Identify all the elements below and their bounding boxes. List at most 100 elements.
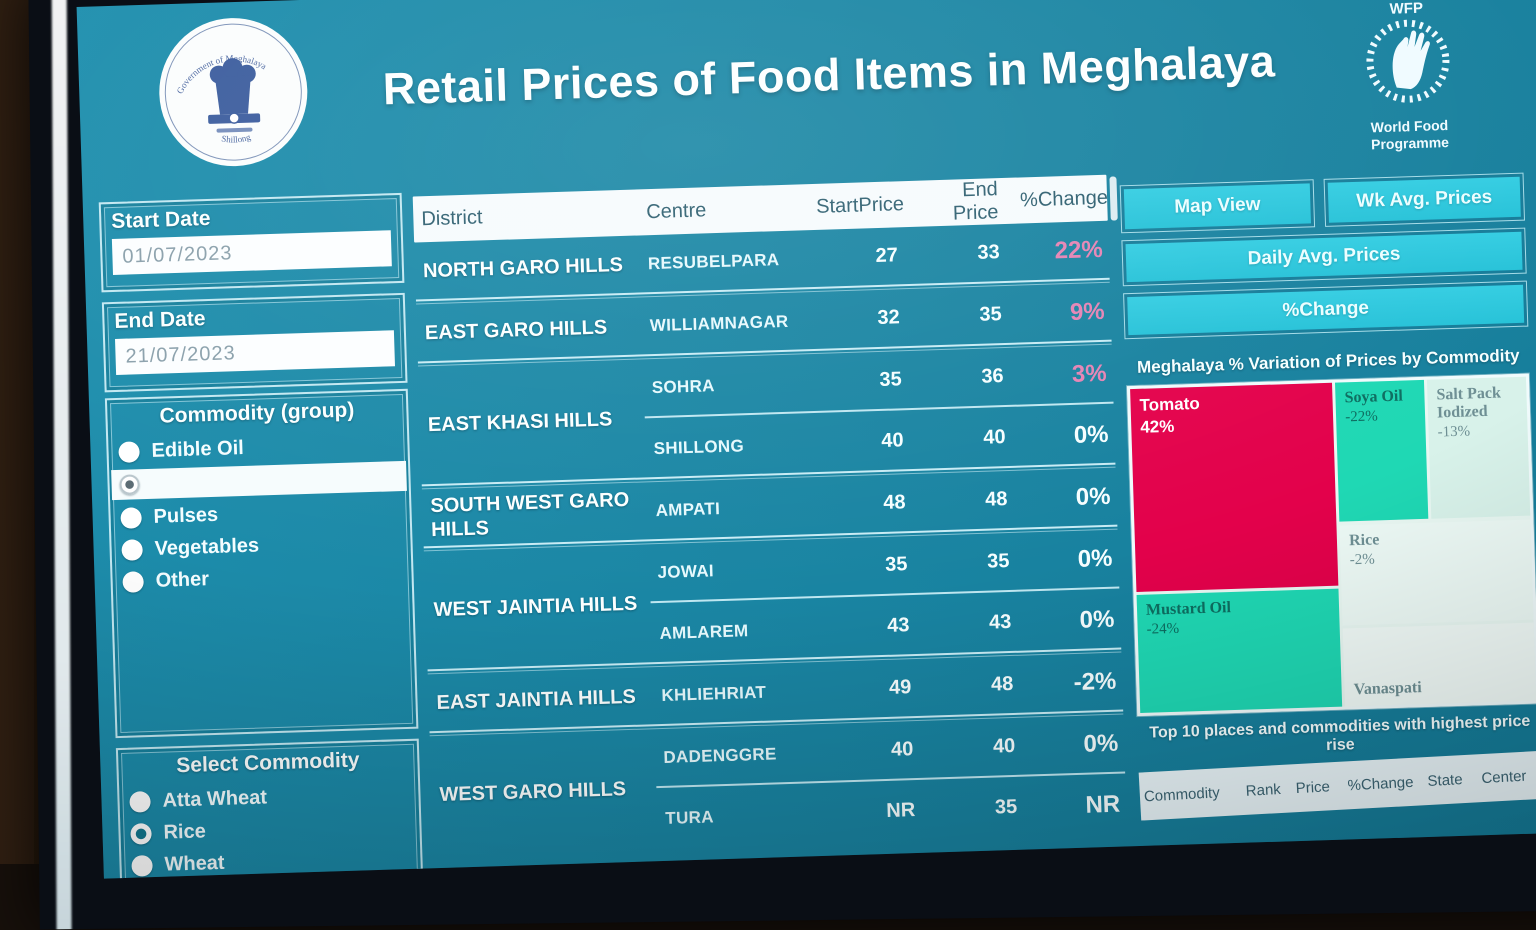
district-cell: SOUTH WEST GARO HILLS — [422, 487, 648, 542]
dashboard-screen: Government of Meghalaya Shillong Retail … — [77, 0, 1536, 879]
option-label: Other — [155, 568, 209, 593]
block-label: Vanaspati — [1354, 679, 1422, 699]
pct-change-button[interactable]: %Change — [1127, 285, 1524, 335]
change-cell: 0% — [1029, 729, 1125, 760]
col-commodity[interactable]: Commodity — [1143, 782, 1246, 804]
commodity-group-label: Commodity (group) — [117, 397, 397, 430]
daily-avg-prices-button[interactable]: Daily Avg. Prices — [1126, 232, 1523, 282]
col-district[interactable]: District — [413, 201, 639, 231]
centre-cell: WILLIAMNAGAR — [642, 311, 813, 336]
radio-icon[interactable] — [118, 441, 140, 463]
col-center[interactable]: Center — [1481, 766, 1536, 786]
map-view-button[interactable]: Map View — [1124, 183, 1311, 229]
radio-selected-icon[interactable] — [119, 474, 140, 495]
startprice-cell: 48 — [817, 491, 920, 517]
treemap-block-salt-pack-iodized[interactable]: Salt Pack Iodized -13% — [1427, 377, 1530, 519]
col-centre[interactable]: Centre — [638, 196, 809, 224]
col-pctchange[interactable]: %Change — [1012, 186, 1108, 212]
district-cell: WEST JAINTIA HILLS — [425, 591, 651, 622]
endprice-cell: 35 — [929, 795, 1032, 821]
endprice-cell: 40 — [927, 734, 1030, 760]
start-date-input[interactable] — [112, 230, 392, 275]
change-cell: 3% — [1017, 359, 1113, 390]
treemap-block-mustard-oil[interactable]: Mustard Oil -24% — [1137, 588, 1343, 713]
option-label: Pulses — [153, 503, 218, 528]
endprice-cell: 40 — [917, 426, 1020, 452]
start-date-label: Start Date — [111, 201, 391, 234]
select-commodity-slicer: Select Commodity Atta Wheat Rice Wheat — [116, 739, 424, 879]
block-value: -24% — [1146, 616, 1330, 639]
right-panel: Map View Wk Avg. Prices Daily Avg. Price… — [1121, 174, 1536, 816]
col-pctchange[interactable]: %Change — [1347, 773, 1428, 794]
monitor-bezel: Government of Meghalaya Shillong Retail … — [28, 0, 1536, 930]
centre-cell: SOHRA — [643, 373, 814, 398]
startprice-cell: 40 — [815, 429, 918, 455]
district-cell: EAST GARO HILLS — [417, 314, 643, 345]
startprice-cell: 27 — [809, 244, 912, 270]
end-date-slicer: End Date — [102, 293, 408, 392]
startprice-cell: 40 — [825, 738, 928, 764]
col-startprice[interactable]: StartPrice — [808, 192, 911, 218]
government-of-meghalaya-emblem: Government of Meghalaya Shillong — [155, 14, 312, 171]
col-rank[interactable]: Rank — [1245, 780, 1296, 800]
change-cell: NR — [1031, 790, 1127, 821]
treemap-block-rice[interactable]: Rice -2% — [1340, 519, 1534, 625]
startprice-cell: 35 — [813, 368, 916, 394]
top10-table-header: Commodity Rank Price %Change State Cente… — [1139, 751, 1536, 821]
option-label: Rice — [163, 820, 206, 844]
wfp-wreath-hand-icon: WFP — [1346, 0, 1469, 113]
treemap-block-tomato[interactable]: Tomato 42% — [1130, 383, 1338, 592]
col-endprice[interactable]: End Price — [909, 178, 1012, 227]
col-state[interactable]: State — [1427, 770, 1482, 790]
startprice-cell: 32 — [811, 306, 914, 332]
district-cell: NORTH GARO HILLS — [415, 252, 641, 283]
radio-icon[interactable] — [129, 791, 151, 813]
centre-cell: TURA — [657, 803, 828, 828]
radio-selected-icon[interactable] — [130, 823, 152, 845]
treemap-block-vanaspati[interactable]: Vanaspati — [1343, 623, 1536, 707]
district-cell: EAST KHASI HILLS — [420, 406, 646, 437]
radio-icon[interactable] — [120, 507, 142, 529]
centre-cell: KHLIEHRIAT — [653, 680, 824, 705]
option-label: Atta Wheat — [162, 786, 267, 812]
endprice-cell: 43 — [923, 611, 1026, 637]
start-date-slicer: Start Date — [99, 193, 405, 292]
change-cell: 0% — [1025, 605, 1121, 636]
table-scrollbar[interactable] — [1109, 176, 1117, 220]
wk-avg-prices-button[interactable]: Wk Avg. Prices — [1328, 177, 1521, 223]
price-table: District Centre StartPrice End Price %Ch… — [413, 175, 1127, 854]
end-date-label: End Date — [114, 301, 394, 334]
endprice-cell: 33 — [911, 241, 1014, 267]
radio-icon[interactable] — [122, 571, 144, 593]
change-cell: 9% — [1015, 297, 1111, 328]
change-cell: -2% — [1027, 667, 1123, 698]
block-label: Soya Oil — [1344, 387, 1415, 407]
centre-cell: DADENGGRE — [655, 742, 826, 767]
treemap-title: Meghalaya % Variation of Prices by Commo… — [1126, 346, 1530, 379]
wfp-logo: WFP World Food Programme — [1333, 0, 1483, 154]
endprice-cell: 48 — [925, 672, 1028, 698]
treemap-block-soya-oil[interactable]: Soya Oil -22% — [1335, 380, 1428, 522]
centre-cell: AMLAREM — [651, 618, 822, 643]
change-cell: 0% — [1021, 482, 1117, 513]
block-value: -22% — [1345, 407, 1416, 426]
block-label: Salt Pack Iodized — [1436, 384, 1518, 423]
district-cell: EAST JAINTIA HILLS — [428, 684, 654, 715]
screen-edge-glare — [52, 0, 72, 930]
table-row-west-jaintia-hills[interactable]: WEST JAINTIA HILLS JOWAI 35 35 0% AMLARE… — [424, 530, 1121, 670]
endprice-cell: 48 — [919, 488, 1022, 514]
endprice-cell: 36 — [915, 365, 1018, 391]
table-row-east-khasi-hills[interactable]: EAST KHASI HILLS SOHRA 35 36 3% SHILLONG… — [418, 345, 1115, 485]
radio-icon[interactable] — [131, 855, 153, 877]
centre-cell: JOWAI — [649, 557, 820, 582]
option-label: Vegetables — [154, 534, 259, 560]
centre-cell: AMPATI — [647, 495, 818, 520]
radio-icon[interactable] — [121, 539, 143, 561]
col-price[interactable]: Price — [1295, 777, 1348, 797]
svg-text:WFP: WFP — [1389, 0, 1423, 18]
end-date-input[interactable] — [115, 330, 395, 375]
change-cell: 0% — [1023, 544, 1119, 575]
startprice-cell: 35 — [819, 553, 922, 579]
commodity-group-slicer: Commodity (group) Edible Oil Pulses — [105, 389, 419, 738]
table-row-west-garo-hills[interactable]: WEST GARO HILLS DADENGGRE 40 40 0% TURA … — [430, 714, 1127, 854]
